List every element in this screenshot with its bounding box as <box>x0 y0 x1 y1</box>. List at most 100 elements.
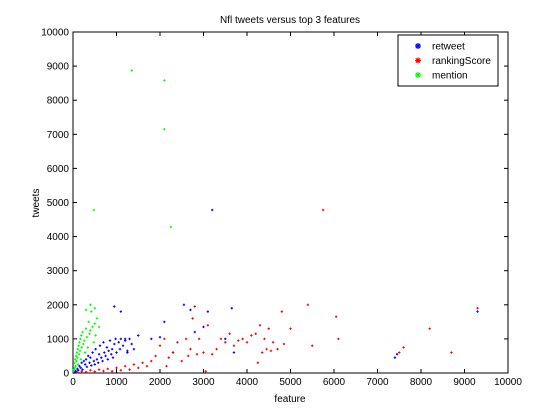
point-mention <box>89 329 92 332</box>
point-mention <box>86 346 89 349</box>
point-mention <box>81 330 84 334</box>
point-retweet <box>89 356 92 359</box>
point-rankingScore <box>204 370 207 373</box>
point-retweet <box>211 208 214 212</box>
point-retweet <box>91 351 94 354</box>
point-retweet <box>107 349 110 353</box>
point-retweet <box>232 351 236 354</box>
point-rankingScore <box>197 337 201 341</box>
point-rankingScore <box>137 366 140 370</box>
point-mention <box>78 341 81 344</box>
point-mention <box>89 303 92 306</box>
y-tick-label: 9000 <box>47 62 70 73</box>
point-rankingScore <box>97 368 101 371</box>
legend-marker-mention <box>415 72 421 78</box>
point-rankingScore <box>145 364 149 368</box>
point-mention <box>82 342 85 346</box>
point-retweet <box>103 351 106 354</box>
point-retweet <box>111 356 115 359</box>
point-retweet <box>182 303 186 306</box>
legend-box <box>397 34 499 87</box>
point-rankingScore <box>171 351 175 354</box>
point-rankingScore <box>224 341 227 344</box>
point-retweet <box>77 369 80 372</box>
point-retweet <box>110 353 113 356</box>
axes: 0 1000 2000 3000 4000 5000 6000 7000 8000 9000 100… <box>41 28 522 389</box>
point-retweet <box>126 351 129 354</box>
point-retweet <box>393 356 397 359</box>
point-rankingScore <box>163 337 166 341</box>
point-rankingScore <box>402 346 405 349</box>
point-mention <box>90 310 93 313</box>
point-mention <box>88 332 91 335</box>
x-tick-label: 2000 <box>149 377 172 388</box>
y-tick-label: 10000 <box>41 28 69 39</box>
point-rankingScore <box>132 363 136 366</box>
point-rankingScore <box>176 341 179 344</box>
point-mention <box>83 351 87 354</box>
point-retweet <box>117 341 120 344</box>
point-rankingScore <box>106 367 109 371</box>
point-retweet <box>93 363 96 366</box>
point-mention <box>84 308 88 312</box>
point-rankingScore <box>250 334 253 337</box>
data-points <box>72 69 479 374</box>
point-mention <box>85 335 89 339</box>
point-retweet <box>101 359 104 363</box>
y-tick-label: 6000 <box>47 164 70 175</box>
point-retweet <box>128 337 131 341</box>
point-retweet <box>97 361 100 364</box>
point-retweet <box>206 310 210 313</box>
point-mention <box>79 358 83 361</box>
point-rankingScore <box>158 344 162 347</box>
point-retweet <box>202 325 205 329</box>
point-rankingScore <box>258 324 262 327</box>
point-rankingScore <box>306 303 310 306</box>
point-rankingScore <box>154 354 157 358</box>
point-mention <box>169 225 173 229</box>
point-retweet <box>98 344 102 347</box>
point-retweet <box>118 347 122 351</box>
point-rankingScore <box>237 339 240 342</box>
point-retweet <box>104 354 107 358</box>
point-retweet <box>81 368 84 371</box>
point-retweet <box>163 320 166 324</box>
point-mention <box>87 320 90 324</box>
point-rankingScore <box>228 332 231 335</box>
legend-label-rankingScore: rankingScore <box>432 56 491 67</box>
point-mention <box>80 346 83 349</box>
point-rankingScore <box>450 351 453 354</box>
point-rankingScore <box>202 351 205 354</box>
point-rankingScore <box>241 337 244 341</box>
point-retweet <box>193 330 196 334</box>
point-retweet <box>88 361 91 364</box>
x-tick-label: 5000 <box>279 377 302 388</box>
point-retweet <box>114 337 117 341</box>
point-retweet <box>130 342 133 346</box>
point-mention <box>91 325 94 329</box>
point-retweet <box>121 344 125 347</box>
point-rankingScore <box>119 369 123 372</box>
point-rankingScore <box>84 370 88 374</box>
point-retweet <box>476 310 479 313</box>
point-mention <box>79 337 82 341</box>
point-retweet <box>158 335 162 339</box>
point-rankingScore <box>215 347 218 351</box>
point-retweet <box>150 337 153 341</box>
point-rankingScore <box>232 344 236 347</box>
x-axis-title: feature <box>274 394 306 405</box>
point-rankingScore <box>254 332 257 335</box>
y-tick-label: 2000 <box>47 300 70 311</box>
point-retweet <box>105 346 109 349</box>
point-retweet <box>119 337 123 341</box>
point-retweet <box>83 363 87 366</box>
point-mention <box>73 358 77 361</box>
point-retweet <box>82 359 86 363</box>
legend-label-retweet: retweet <box>432 42 465 53</box>
point-rankingScore <box>187 354 190 358</box>
point-mention <box>130 69 133 72</box>
point-mention <box>163 79 166 82</box>
point-mention <box>76 356 79 359</box>
point-rankingScore <box>165 364 168 368</box>
y-tick-label: 4000 <box>47 232 70 243</box>
